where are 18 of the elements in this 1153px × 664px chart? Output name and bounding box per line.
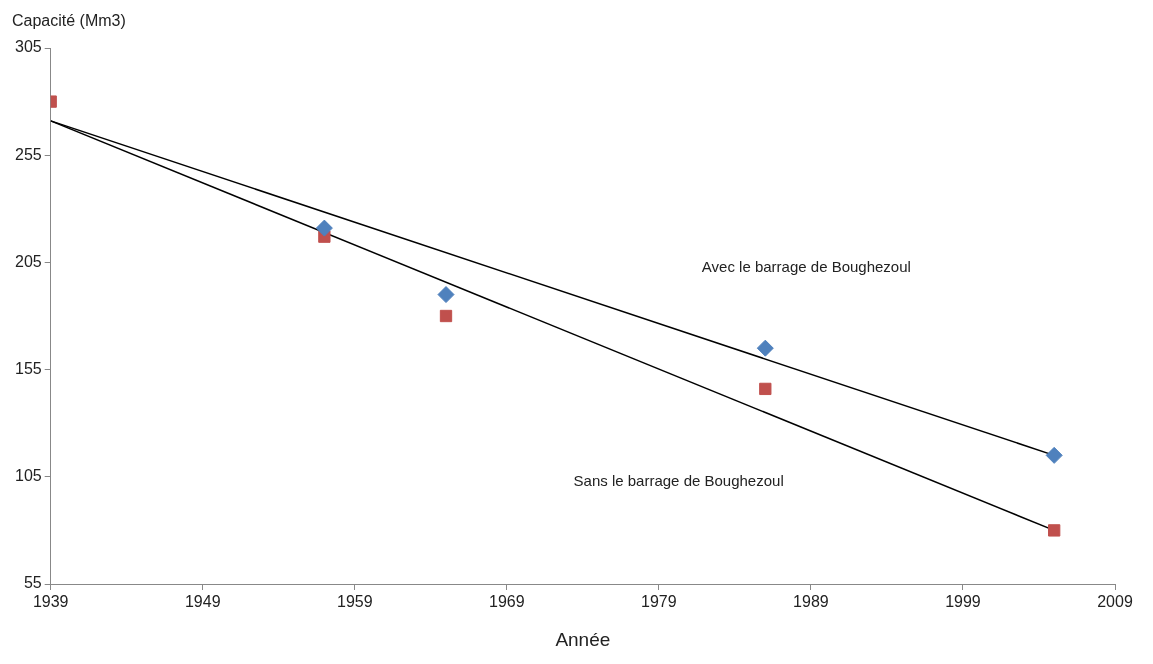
annotation: Avec le barrage de Boughezoul <box>701 257 911 275</box>
x-tick-label: 1959 <box>336 593 373 611</box>
y-tick-label: 255 <box>14 145 42 163</box>
y-tick-label: 155 <box>14 360 42 378</box>
y-axis-title: Capacité (Mm3) <box>12 12 126 30</box>
x-axis-title: Année <box>555 628 611 650</box>
y-tick-label: 305 <box>14 38 42 56</box>
y-tick-label: 105 <box>14 467 42 485</box>
annotation: Sans le barrage de Boughezoul <box>573 472 784 490</box>
x-tick-label: 1939 <box>32 593 69 611</box>
x-tick-label: 1989 <box>793 593 829 611</box>
x-tick-label: 1979 <box>641 593 677 611</box>
x-tick-label: 1949 <box>184 593 221 611</box>
x-tick-label: 1969 <box>489 593 525 611</box>
x-tick-label: 2009 <box>1097 593 1133 611</box>
y-tick-label: 55 <box>23 574 42 592</box>
x-tick-label: 1999 <box>945 593 981 611</box>
y-tick-label: 205 <box>14 252 42 270</box>
